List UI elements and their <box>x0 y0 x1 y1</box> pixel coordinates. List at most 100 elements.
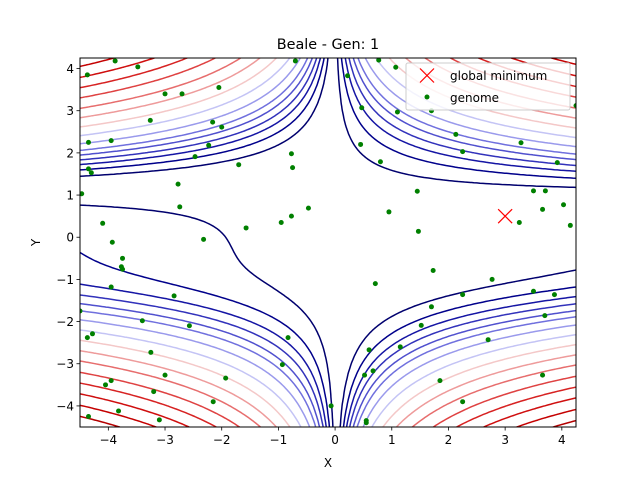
genome-point <box>86 413 92 419</box>
genome-point <box>397 344 403 350</box>
contour-line <box>80 58 576 427</box>
genome-point <box>516 219 522 225</box>
genome-point <box>201 236 207 242</box>
genome-point <box>162 372 168 378</box>
genome-point <box>86 166 92 172</box>
genome-point <box>363 420 369 426</box>
y-tick-label: −3 <box>56 357 74 371</box>
plot-frame <box>79 57 577 428</box>
genome-point <box>100 220 106 226</box>
genome-point <box>437 378 443 384</box>
genome-point <box>418 322 424 328</box>
contour-line <box>80 58 576 427</box>
genome-point <box>377 159 383 165</box>
x-tick-label: −4 <box>99 433 117 447</box>
genome-point <box>84 72 90 78</box>
genome-point <box>109 239 115 245</box>
x-axis-label: X <box>324 456 332 470</box>
genome-point <box>156 417 162 423</box>
legend-x-icon <box>419 68 435 83</box>
chart-title: Beale - Gen: 1 <box>277 37 379 53</box>
genome-point <box>80 308 83 314</box>
axes-layer: −4 −3 −2 −1 0 1 2 3 4 −4 −3 −2 −1 0 1 2 3 4 <box>56 62 565 447</box>
y-tick-label: 1 <box>66 189 74 203</box>
genome-point <box>108 284 114 290</box>
genome-point <box>430 268 436 274</box>
contour-line <box>80 58 576 427</box>
genome-point <box>542 313 548 319</box>
x-tick-label: 0 <box>331 433 339 447</box>
legend-global-minimum-marker <box>419 68 435 83</box>
genome-point <box>139 318 145 324</box>
genome-point <box>460 292 466 298</box>
genome-point <box>80 191 85 197</box>
contour-line <box>80 58 576 427</box>
genome-point <box>453 131 459 137</box>
contour-line <box>80 58 576 427</box>
genome-point <box>567 222 573 228</box>
x-tick-label: −2 <box>213 433 231 447</box>
genome-point <box>112 58 118 64</box>
genome-point <box>179 91 185 97</box>
genome-point <box>414 188 420 194</box>
genome-point <box>345 73 351 79</box>
genome-point <box>292 58 298 64</box>
genome-point <box>206 142 212 148</box>
genome-point <box>376 58 382 63</box>
genome-point <box>279 362 285 368</box>
genome-point <box>151 389 157 395</box>
contour-line <box>80 58 576 427</box>
genome-point <box>216 85 222 91</box>
global-minimum-marker <box>497 208 513 224</box>
genome-point <box>551 292 557 298</box>
genome-point <box>290 165 296 171</box>
genome-point <box>359 105 365 111</box>
y-tick-label: 4 <box>66 62 74 76</box>
genome-point <box>86 139 92 145</box>
genome-point <box>84 335 90 341</box>
genome-point <box>573 103 576 109</box>
genome-point <box>177 204 183 210</box>
genome-point <box>89 331 95 337</box>
genome-point <box>288 213 294 219</box>
x-tick-label: 2 <box>445 433 453 447</box>
genome-point <box>305 205 311 211</box>
genome-point <box>530 188 536 194</box>
y-tick-label: 2 <box>66 146 74 160</box>
x-tick-label: 1 <box>388 433 396 447</box>
contour-line <box>80 58 576 427</box>
genome-point <box>328 403 334 409</box>
genome-point <box>147 117 153 123</box>
genome-point <box>135 64 141 70</box>
x-tick-label: 4 <box>558 433 566 447</box>
genome-point <box>386 209 392 215</box>
genome-point <box>210 119 216 125</box>
genome-point <box>561 202 567 208</box>
genome-point <box>540 206 546 212</box>
genome-point <box>171 293 177 299</box>
genome-point <box>162 91 168 97</box>
legend-genome-label: genome <box>450 91 499 105</box>
genome-point <box>236 162 242 168</box>
genome-point <box>219 124 225 130</box>
x-tick-label: 3 <box>501 433 509 447</box>
genome-point <box>370 368 376 374</box>
genome-point <box>108 378 114 384</box>
genome-point <box>362 372 368 378</box>
genome-point <box>460 149 466 155</box>
genome-point <box>542 188 548 194</box>
genome-point <box>120 266 126 272</box>
genome-point <box>210 399 216 405</box>
x-tick-label: −1 <box>270 433 288 447</box>
genome-point <box>223 375 229 381</box>
genome-point <box>428 304 434 310</box>
legend: global minimum genome <box>405 62 571 111</box>
genome-point <box>394 109 400 115</box>
genome-point <box>415 228 421 234</box>
genome-point <box>278 219 284 225</box>
y-tick-label: −1 <box>56 273 74 287</box>
genome-point <box>103 382 109 388</box>
genome-point <box>148 349 154 355</box>
genome-point <box>489 276 495 282</box>
